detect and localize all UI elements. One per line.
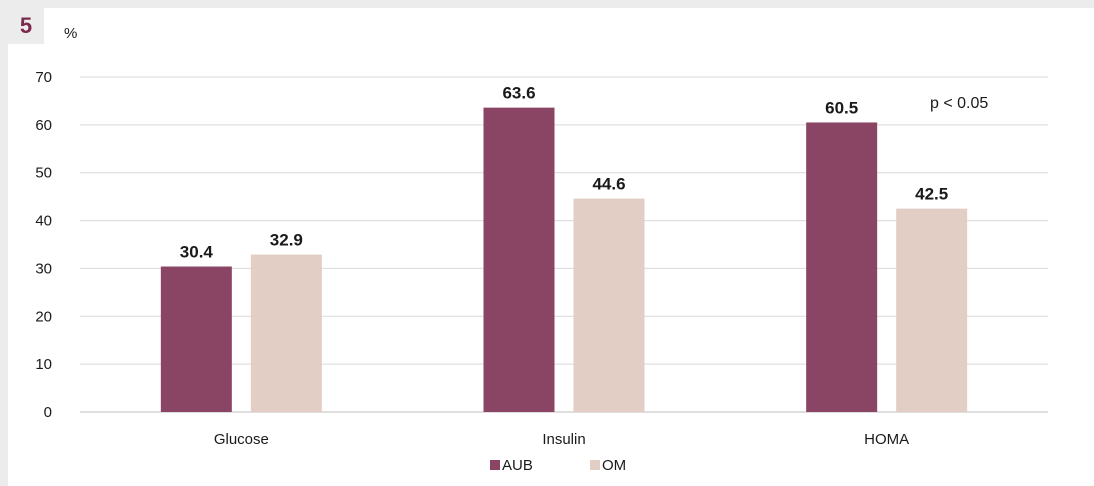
figure-frame: 0 10 20 30 40 50 60 70 % 30.4 32.9 63.6 44.6 60.5 42… — [8, 8, 1094, 486]
data-label: 32.9 — [270, 231, 303, 250]
x-tick-label: HOMA — [864, 431, 909, 448]
y-tick-label: 60 — [35, 117, 52, 134]
gridlines — [80, 76, 1048, 413]
x-tick-label: Insulin — [542, 431, 585, 448]
legend-swatch-om — [590, 460, 600, 470]
legend-swatch-aub — [490, 460, 500, 470]
bar-aub-glucose — [160, 266, 232, 412]
data-label: 63.6 — [502, 84, 535, 103]
y-tick-label: 0 — [44, 404, 52, 421]
y-tick-label: 40 — [35, 213, 52, 230]
bar-aub-homa — [806, 122, 878, 412]
legend: AUB OM — [490, 457, 626, 474]
data-label: 42.5 — [915, 185, 948, 204]
y-tick-label: 70 — [35, 69, 52, 86]
bar-om-homa — [896, 208, 968, 412]
bar-om-insulin — [573, 198, 645, 412]
data-label: 60.5 — [825, 98, 858, 117]
y-axis-ticks: 0 10 20 30 40 50 60 70 — [35, 69, 52, 421]
significance-annotation: p < 0.05 — [930, 95, 988, 112]
y-axis-unit-label: % — [64, 25, 77, 42]
bar-om-glucose — [250, 254, 322, 412]
legend-label-aub: AUB — [502, 457, 533, 474]
bar-chart: 0 10 20 30 40 50 60 70 % 30.4 32.9 63.6 44.6 60.5 42… — [35, 25, 1048, 474]
y-tick-label: 20 — [35, 308, 52, 325]
bars — [160, 107, 968, 412]
data-label: 30.4 — [180, 243, 214, 262]
y-tick-label: 10 — [35, 356, 52, 373]
x-tick-label: Glucose — [214, 431, 269, 448]
legend-label-om: OM — [602, 457, 626, 474]
x-axis-ticks: Glucose Insulin HOMA — [214, 431, 909, 448]
figure-number: 5 — [8, 8, 44, 44]
data-labels: 30.4 32.9 63.6 44.6 60.5 42.5 — [180, 84, 948, 262]
bar-aub-insulin — [483, 107, 555, 412]
y-tick-label: 50 — [35, 165, 52, 182]
y-tick-label: 30 — [35, 260, 52, 277]
data-label: 44.6 — [592, 175, 625, 194]
